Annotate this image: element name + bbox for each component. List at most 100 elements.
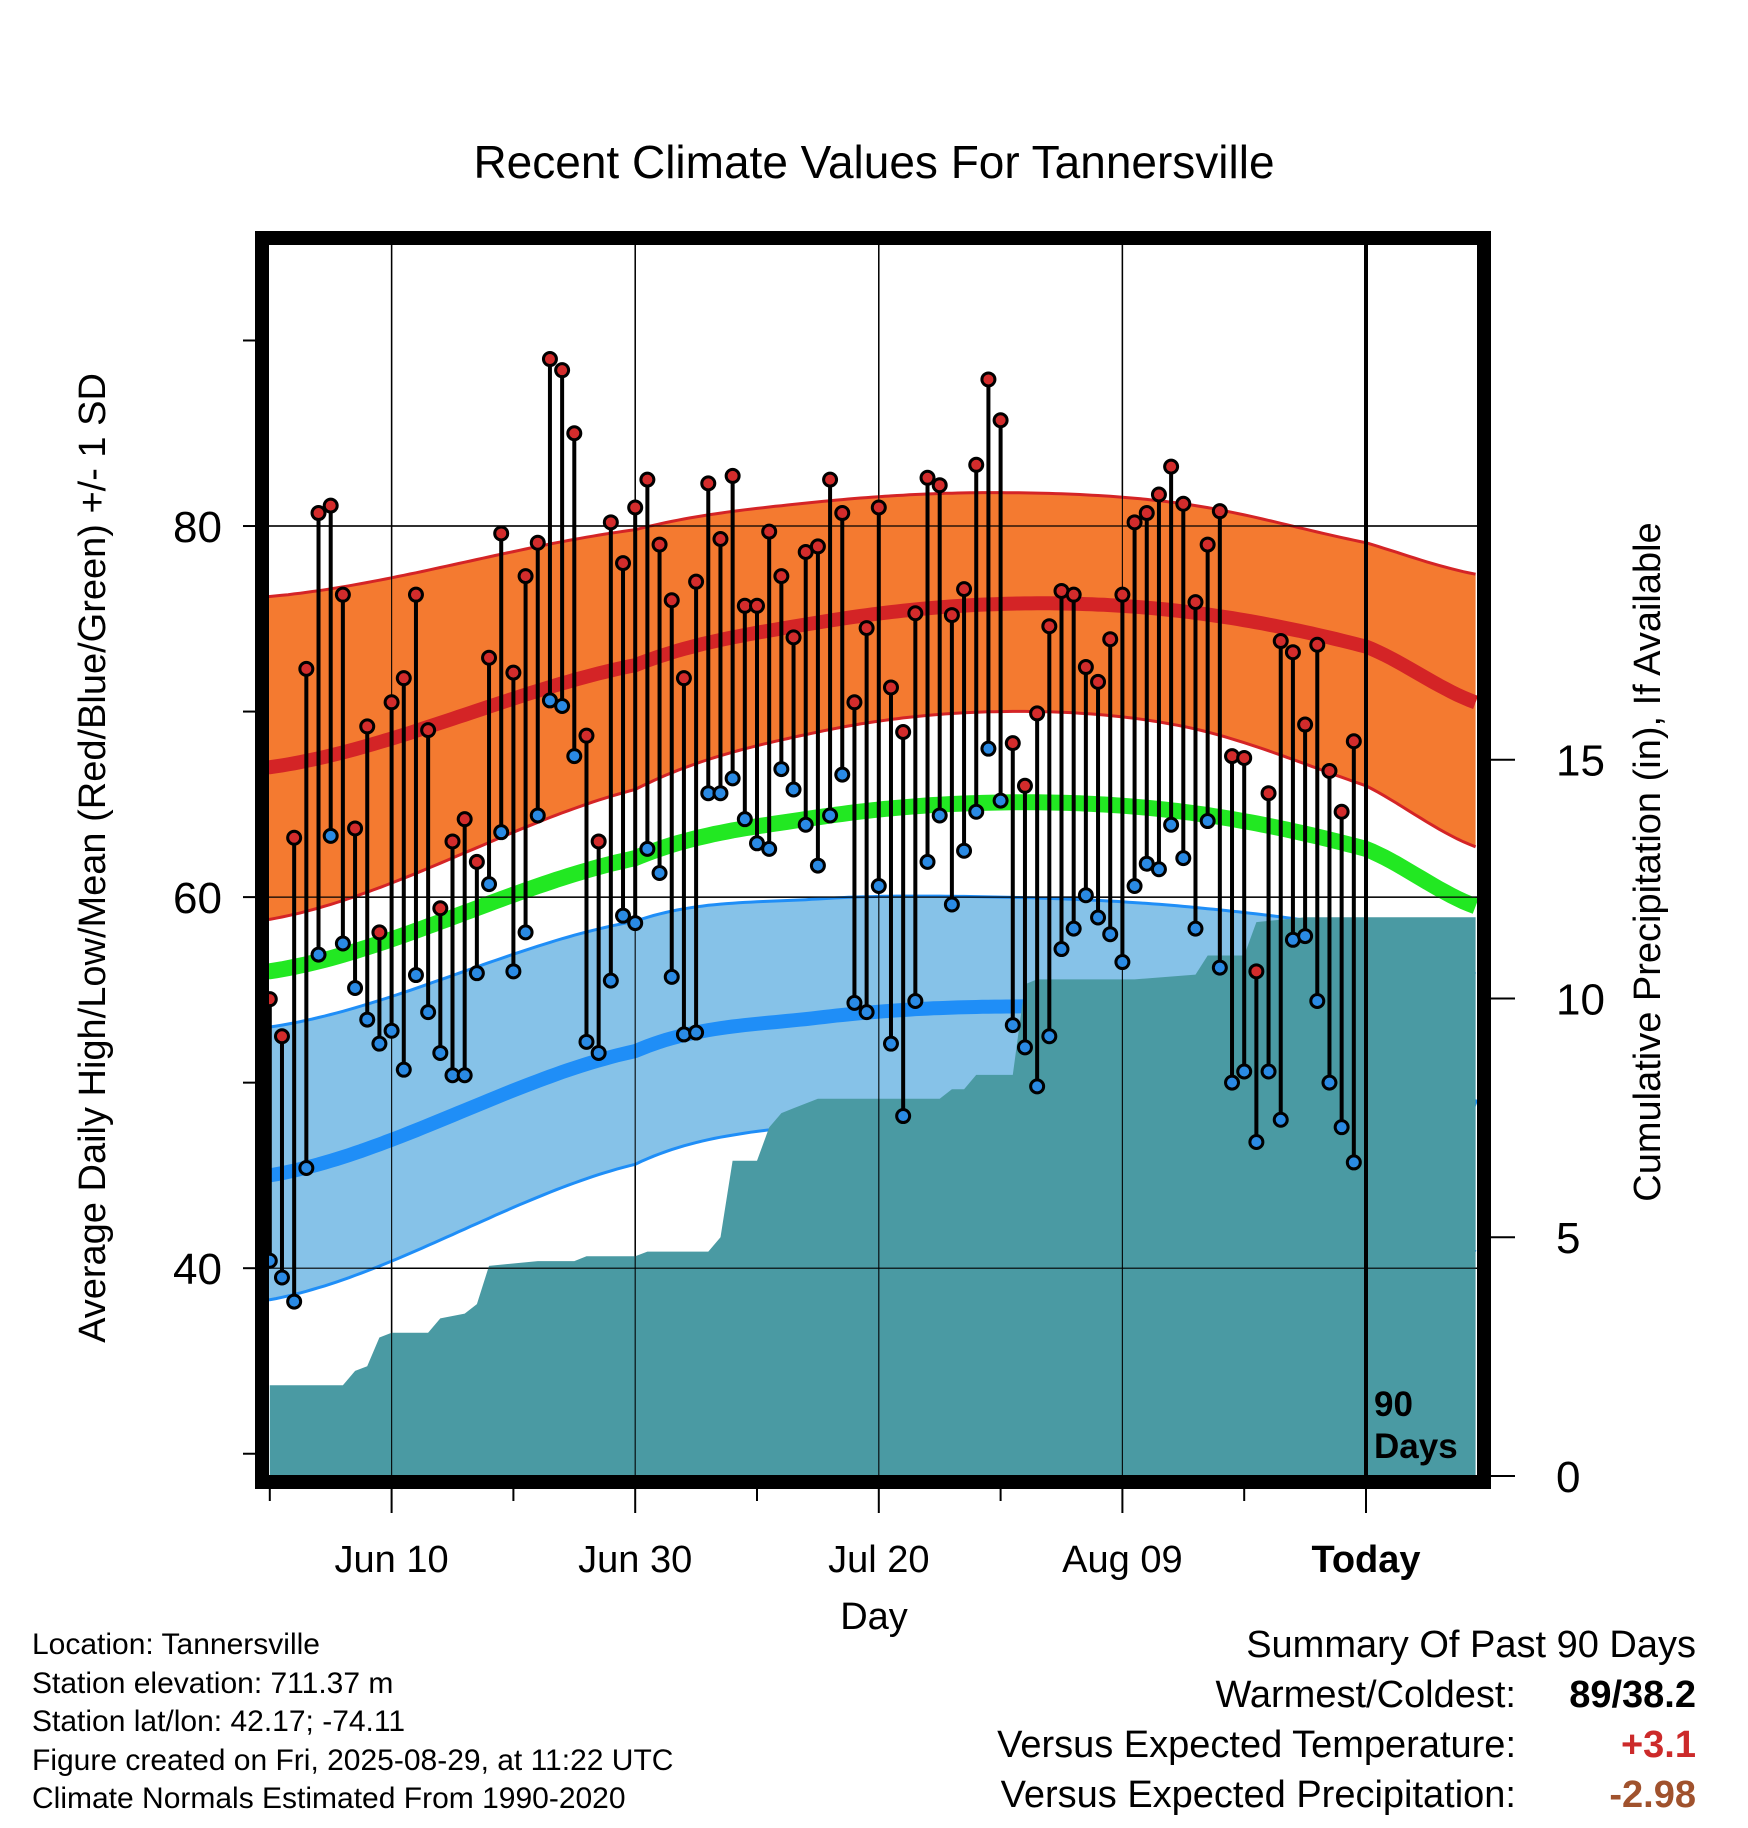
latlon-text: Station lat/lon: 42.17; -74.11: [32, 1705, 406, 1738]
daily-low-point: [785, 781, 802, 798]
y-tick-label: 80: [173, 503, 222, 552]
daily-low-point: [956, 842, 973, 859]
daily-low-point: [1163, 816, 1180, 833]
created-text: Figure created on Fri, 2025-08-29, at 11…: [32, 1743, 674, 1777]
y2-tick-label: 5: [1556, 1214, 1580, 1263]
daily-low-point: [1041, 1028, 1058, 1045]
daily-high-point: [1163, 458, 1180, 475]
daily-high-point: [322, 497, 339, 514]
daily-high-point: [1090, 673, 1107, 690]
daily-low-point: [286, 1293, 303, 1310]
high-mean-line: [268, 596, 1478, 775]
precip-value: -2.98: [1609, 1774, 1696, 1816]
daily-low-point: [456, 1067, 473, 1084]
daily-high-point: [1114, 586, 1131, 603]
daily-high-point: [651, 536, 668, 553]
daily-low-point: [1065, 920, 1082, 937]
x-tick-label: Aug 09: [1062, 1539, 1182, 1581]
daily-high-point: [956, 581, 973, 598]
daily-high-point: [1187, 594, 1204, 611]
daily-low-point: [1187, 920, 1204, 937]
daily-high-point: [1236, 749, 1253, 766]
daily-high-point: [566, 425, 583, 442]
daily-low-point: [1211, 959, 1228, 976]
daily-low-point: [1175, 850, 1192, 867]
daily-high-point: [395, 670, 412, 687]
daily-high-point: [895, 723, 912, 740]
y2-axis-label: Cumulative Precipitation (in), If Availa…: [1627, 522, 1669, 1201]
daily-high-point: [1345, 733, 1362, 750]
summary-row-warmest: Warmest/Coldest: 89/38.2: [936, 1670, 1696, 1720]
daily-high-point: [663, 592, 680, 609]
daily-low-point: [919, 853, 936, 870]
chart-title: Recent Climate Values For Tannersville: [473, 136, 1274, 188]
normals-text: Climate Normals Estimated From 1990-2020: [32, 1782, 626, 1815]
daily-low-point: [371, 1035, 388, 1052]
daily-low-point: [505, 963, 522, 980]
daily-low-point: [858, 1004, 875, 1021]
daily-low-point: [566, 748, 583, 765]
daily-high-point: [919, 469, 936, 486]
warmest-value: 89/38.2: [1569, 1674, 1696, 1716]
daily-low-point: [688, 1024, 705, 1041]
daily-low-point: [870, 877, 887, 894]
x-tick-label: Jul 20: [828, 1539, 929, 1581]
daily-low-point: [797, 816, 814, 833]
daily-high-point: [858, 620, 875, 637]
daily-low-point: [943, 896, 960, 913]
daily-low-point: [554, 698, 571, 714]
daily-low-point: [273, 1269, 290, 1286]
daily-low-point: [992, 792, 1009, 809]
daily-low-point: [980, 740, 997, 757]
daily-low-point: [468, 965, 485, 982]
precip-label: Versus Expected Precipitation:: [1000, 1774, 1516, 1816]
daily-low-point: [907, 993, 924, 1010]
daily-low-point: [736, 811, 753, 828]
climate-chart: Recent Climate Values For Tannersville A…: [72, 136, 1669, 1638]
daily-low-point: [1321, 1074, 1338, 1091]
daily-high-point: [493, 525, 510, 542]
x-tick-label: Jun 30: [578, 1539, 692, 1581]
daily-high-point: [907, 605, 924, 622]
daily-high-point: [1138, 505, 1155, 522]
summary-row-precipitation: Versus Expected Precipitation: -2.98: [936, 1770, 1696, 1820]
daily-high-point: [268, 991, 278, 1008]
daily-low-point: [773, 761, 790, 778]
daily-low-point: [615, 907, 632, 924]
daily-low-point: [968, 803, 985, 820]
daily-low-point: [517, 924, 534, 941]
daily-low-point: [578, 1033, 595, 1050]
daily-high-point: [347, 820, 364, 837]
elevation-text: Station elevation: 711.37 m: [32, 1666, 394, 1700]
daily-high-point: [1041, 618, 1058, 635]
daily-high-point: [371, 924, 388, 941]
y2-tick-label: 15: [1556, 737, 1605, 786]
daily-high-point: [602, 514, 619, 531]
daily-high-point: [1284, 644, 1301, 661]
daily-high-point: [310, 505, 327, 522]
daily-high-point: [1126, 514, 1143, 531]
daily-high-point: [1309, 636, 1326, 653]
daily-low-point: [322, 827, 339, 844]
daily-high-point: [334, 586, 351, 603]
summary-row-temperature: Versus Expected Temperature: +3.1: [936, 1720, 1696, 1770]
daily-high-point: [407, 586, 424, 603]
daily-high-point: [1016, 777, 1033, 794]
daily-high-point: [773, 568, 790, 585]
daily-low-point: [1077, 887, 1094, 904]
y2-tick-label: 0: [1556, 1453, 1580, 1502]
daily-low-point: [1333, 1119, 1350, 1136]
temp-value: +3.1: [1620, 1724, 1696, 1766]
daily-low-point: [1236, 1063, 1253, 1080]
summary-panel: Summary Of Past 90 Days Warmest/Coldest:…: [936, 1620, 1696, 1820]
daily-low-point: [834, 766, 851, 783]
daily-high-point: [273, 1028, 290, 1045]
daily-high-point: [639, 471, 656, 488]
plot-frame: [255, 231, 1491, 1489]
daily-low-point: [663, 968, 680, 985]
daily-high-point: [1175, 495, 1192, 512]
daily-low-point: [627, 915, 644, 932]
daily-high-point: [1102, 631, 1119, 648]
daily-high-point: [517, 568, 534, 585]
